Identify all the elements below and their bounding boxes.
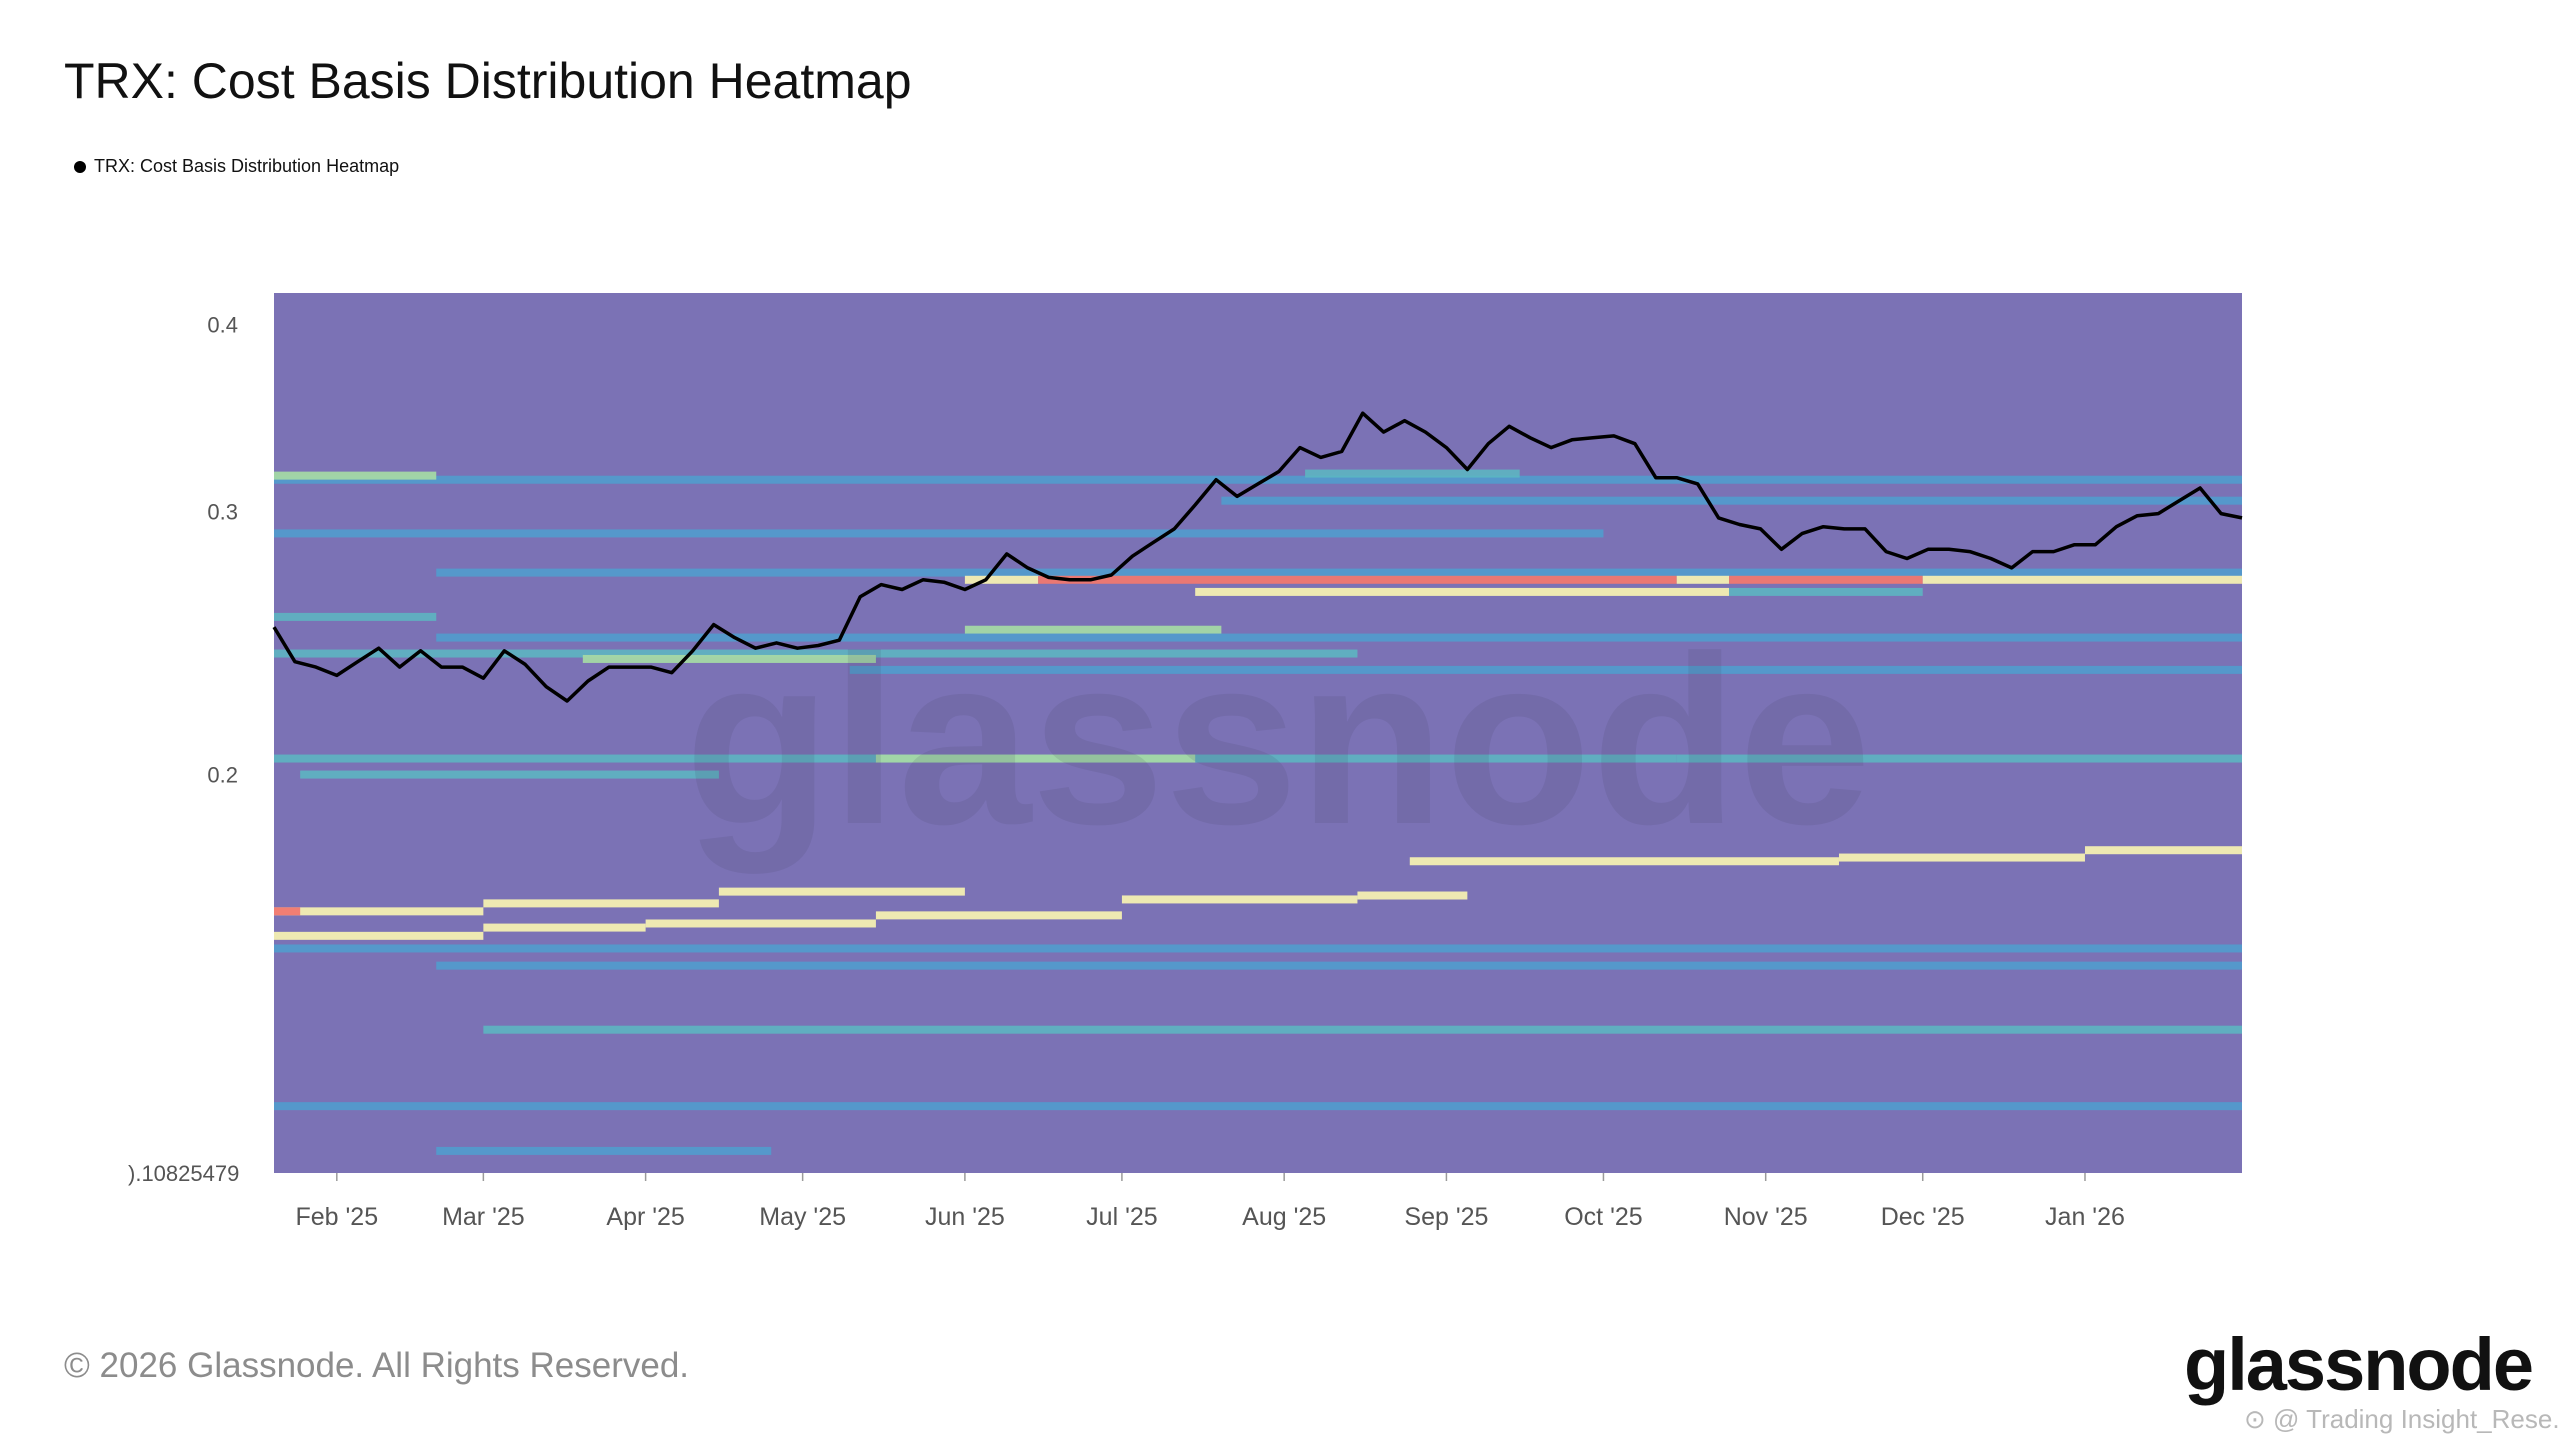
heatmap-band-8 bbox=[1169, 575, 1677, 584]
heatmap-band-1 bbox=[274, 471, 437, 480]
heatmap-band-26 bbox=[2084, 846, 2242, 855]
heatmap-band-13 bbox=[1729, 587, 1923, 596]
heatmap-band-3 bbox=[1221, 496, 2242, 505]
heatmap-band-11 bbox=[1922, 575, 2242, 584]
price-line bbox=[272, 411, 2243, 703]
x-tick-label-6: Aug '25 bbox=[1242, 1203, 1326, 1231]
heatmap-band-37 bbox=[274, 944, 2242, 953]
heatmap-band-17 bbox=[274, 649, 1358, 658]
heatmap-band-30 bbox=[274, 907, 301, 916]
heatmap-band-32 bbox=[1357, 891, 1468, 900]
heatmap-band-0 bbox=[274, 475, 2242, 484]
heatmap-band-23 bbox=[300, 770, 719, 779]
heatmap-band-40 bbox=[274, 1102, 2242, 1111]
x-tick-label-10: Dec '25 bbox=[1881, 1203, 1965, 1231]
heatmap-band-34 bbox=[483, 923, 646, 932]
heatmap-band-24 bbox=[1409, 857, 1839, 866]
glassnode-watermark: glassnode bbox=[685, 606, 1872, 874]
heatmap-band-33 bbox=[645, 919, 876, 928]
x-tick-label-4: Jun '25 bbox=[925, 1203, 1005, 1231]
x-tick-label-1: Mar '25 bbox=[442, 1203, 525, 1231]
heatmap-band-27 bbox=[718, 887, 965, 896]
heatmap-band-21 bbox=[875, 754, 1196, 763]
heatmap-band-2 bbox=[1305, 469, 1520, 478]
heatmap-band-9 bbox=[1676, 575, 1730, 584]
heatmap-band-5 bbox=[436, 568, 2242, 577]
x-tick-label-0: Feb '25 bbox=[296, 1203, 379, 1231]
x-tick-label-9: Nov '25 bbox=[1724, 1203, 1808, 1231]
x-tick-label-5: Jul '25 bbox=[1086, 1203, 1157, 1231]
x-tick-label-11: Jan '26 bbox=[2045, 1203, 2125, 1231]
chart-title: TRX: Cost Basis Distribution Heatmap bbox=[64, 53, 912, 109]
heatmap-band-12 bbox=[1195, 587, 1730, 596]
heatmap-band-31 bbox=[1121, 895, 1358, 904]
legend-label: TRX: Cost Basis Distribution Heatmap bbox=[94, 156, 400, 176]
y-tick-label-0: 0.4 bbox=[207, 313, 238, 338]
heatmap-band-10 bbox=[1729, 575, 1923, 584]
legend[interactable]: TRX: Cost Basis Distribution Heatmap bbox=[74, 156, 399, 177]
heatmap-band-38 bbox=[436, 961, 2242, 970]
heatmap-band-14 bbox=[274, 612, 437, 621]
heatmap-band-29 bbox=[274, 907, 484, 916]
heatmap-band-18 bbox=[582, 654, 876, 663]
copyright-text: © 2026 Glassnode. All Rights Reserved. bbox=[64, 1346, 690, 1385]
credit-watermark: ⊙ @ Trading Insight_Rese... bbox=[2244, 1404, 2560, 1434]
y-tick-label-2: 0.2 bbox=[207, 763, 238, 788]
heatmap-band-6 bbox=[964, 575, 1039, 584]
heatmap-band-25 bbox=[1838, 853, 2085, 862]
glassnode-logo[interactable]: glassnode bbox=[2184, 1323, 2534, 1406]
heatmap-band-36 bbox=[875, 911, 1122, 920]
y-axis: 0.4 0.3 0.2 ).10825479 bbox=[128, 313, 239, 1186]
heatmap-band-28 bbox=[483, 899, 719, 908]
heatmap-band-19 bbox=[849, 665, 2243, 674]
heatmap-bands bbox=[274, 469, 2243, 1155]
heatmap-band-35 bbox=[274, 931, 484, 940]
heatmap-band-16 bbox=[436, 633, 2242, 642]
heatmap-band-4 bbox=[274, 529, 1604, 538]
heatmap-band-41 bbox=[436, 1146, 772, 1155]
x-tick-label-3: May '25 bbox=[759, 1203, 846, 1231]
legend-marker bbox=[74, 160, 86, 173]
heatmap-band-39 bbox=[483, 1025, 2242, 1034]
x-tick-label-2: Apr '25 bbox=[606, 1203, 684, 1231]
heatmap-band-7 bbox=[1038, 575, 1170, 584]
x-tick-label-7: Sep '25 bbox=[1404, 1203, 1488, 1231]
y-tick-label-1: 0.3 bbox=[207, 499, 238, 524]
x-axis: Feb '25 Mar '25 Apr '25 May '25 Jun '25 Jul '… bbox=[296, 1173, 2125, 1231]
heatmap-band-22 bbox=[1676, 754, 2242, 763]
x-tick-label-8: Oct '25 bbox=[1564, 1203, 1642, 1231]
y-tick-label-3: ).10825479 bbox=[128, 1161, 239, 1186]
heatmap-band-15 bbox=[964, 625, 1222, 634]
